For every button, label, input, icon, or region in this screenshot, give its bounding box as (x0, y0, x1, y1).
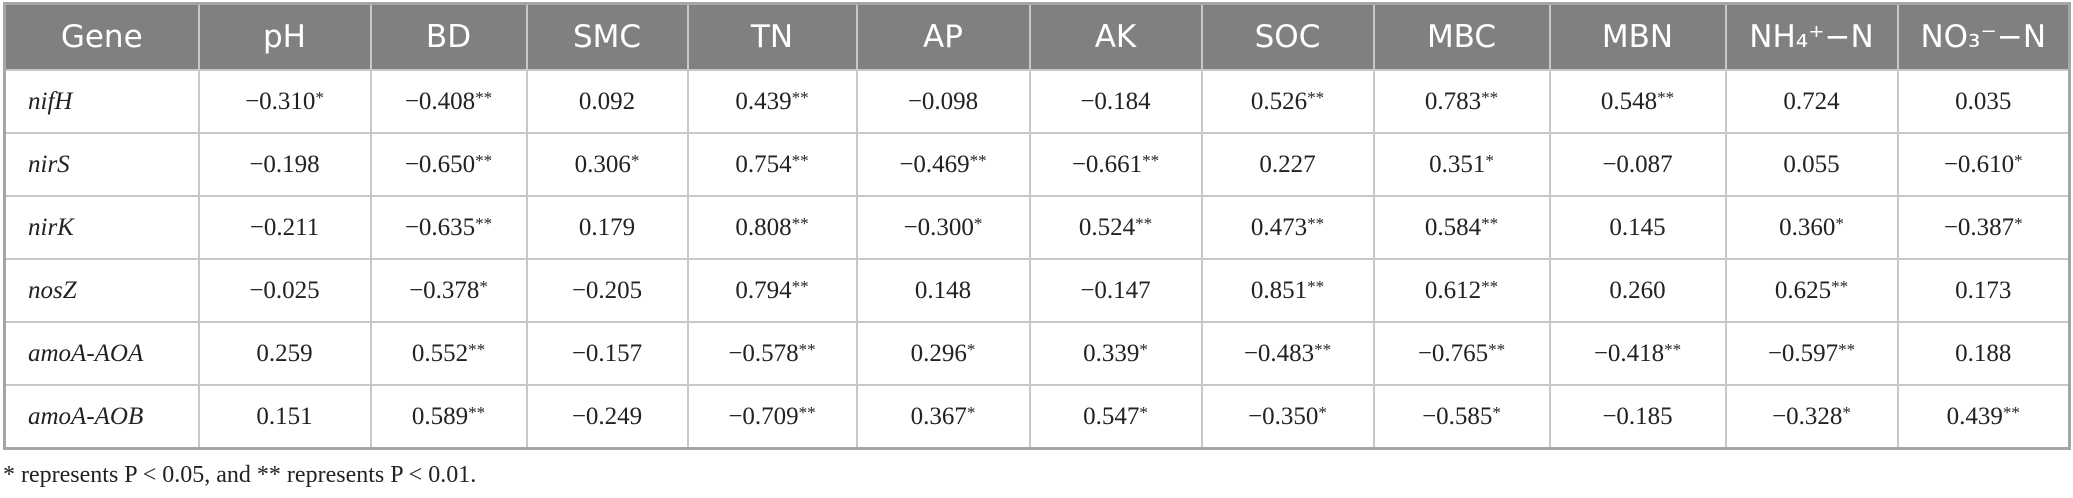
value-cell: 0.754** (686, 132, 858, 197)
header-row: Gene pH BD SMC TN AP AK SOC MBC MBN NH₄⁺−N NO₃⁻−N (4, 3, 2070, 70)
value-cell: −0.650** (369, 132, 528, 197)
header-cell: NH₄⁺−N (1724, 3, 1898, 70)
value-cell: 0.339* (1028, 321, 1203, 386)
header-cell: MBC (1372, 3, 1550, 70)
value-cell: 0.589** (369, 384, 528, 450)
gene-cell: nirK (3, 195, 200, 260)
value-cell: −0.418** (1548, 321, 1727, 386)
value-cell: −0.387* (1896, 195, 2071, 260)
header-cell: NO₃⁻−N (1896, 3, 2070, 70)
value-cell: 0.145 (1548, 195, 1727, 260)
table-row: amoA-AOA 0.259 0.552** −0.157 −0.578** 0.296*… (3, 321, 2071, 386)
value-cell: −0.300* (855, 195, 1031, 260)
value-cell: 0.524** (1028, 195, 1203, 260)
gene-cell: nirS (3, 132, 200, 197)
header-cell: MBN (1548, 3, 1726, 70)
value-cell: 0.794** (686, 258, 858, 323)
value-cell: 0.360* (1724, 195, 1899, 260)
table-row: nifH −0.310* −0.408** 0.092 0.439** −0.098 −0.… (3, 69, 2071, 134)
value-cell: −0.147 (1028, 258, 1203, 323)
value-cell: −0.610* (1896, 132, 2071, 197)
value-cell: 0.584** (1372, 195, 1551, 260)
header-cell: AK (1028, 3, 1202, 70)
value-cell: 0.526** (1200, 69, 1375, 134)
value-cell: 0.808** (686, 195, 858, 260)
value-cell: 0.055 (1724, 132, 1899, 197)
correlation-table: Gene pH BD SMC TN AP AK SOC MBC MBN NH₄⁺−N NO₃⁻−N n… (3, 2, 2071, 450)
value-cell: 0.151 (197, 384, 372, 450)
footnote: * represents P < 0.05, and ** represents… (3, 462, 477, 488)
value-cell: 0.367* (855, 384, 1031, 450)
table-body: nifH −0.310* −0.408** 0.092 0.439** −0.098 −0.… (3, 69, 2071, 450)
value-cell: −0.185 (1548, 384, 1727, 450)
value-cell: 0.227 (1200, 132, 1375, 197)
value-cell: −0.578** (686, 321, 858, 386)
table-row: nosZ −0.025 −0.378* −0.205 0.794** 0.148 −0.14… (3, 258, 2071, 323)
value-cell: 0.851** (1200, 258, 1375, 323)
value-cell: −0.211 (197, 195, 372, 260)
table-wrap: Gene pH BD SMC TN AP AK SOC MBC MBN NH₄⁺−N NO₃⁻−N n… (3, 2, 2071, 450)
value-cell: −0.709** (686, 384, 858, 450)
value-cell: −0.310* (197, 69, 372, 134)
value-cell: 0.548** (1548, 69, 1727, 134)
value-cell: −0.205 (525, 258, 689, 323)
gene-cell: nosZ (3, 258, 200, 323)
value-cell: −0.585* (1372, 384, 1551, 450)
value-cell: −0.249 (525, 384, 689, 450)
table-row: nirK −0.211 −0.635** 0.179 0.808** −0.300* 0.5… (3, 195, 2071, 260)
value-cell: 0.612** (1372, 258, 1551, 323)
value-cell: −0.184 (1028, 69, 1203, 134)
header-cell: pH (197, 3, 371, 70)
value-cell: 0.439** (1896, 384, 2071, 450)
value-cell: −0.597** (1724, 321, 1899, 386)
value-cell: −0.098 (855, 69, 1031, 134)
value-cell: −0.408** (369, 69, 528, 134)
value-cell: 0.351* (1372, 132, 1551, 197)
header-cell: Gene (4, 3, 199, 70)
value-cell: −0.765** (1372, 321, 1551, 386)
value-cell: 0.179 (525, 195, 689, 260)
value-cell: −0.198 (197, 132, 372, 197)
value-cell: 0.724 (1724, 69, 1899, 134)
value-cell: −0.025 (197, 258, 372, 323)
table-row: nirS −0.198 −0.650** 0.306* 0.754** −0.469** −… (3, 132, 2071, 197)
value-cell: 0.783** (1372, 69, 1551, 134)
value-cell: 0.552** (369, 321, 528, 386)
header-cell: SOC (1200, 3, 1374, 70)
table-row: amoA-AOB 0.151 0.589** −0.249 −0.709** 0.367*… (3, 384, 2071, 450)
value-cell: 0.306* (525, 132, 689, 197)
value-cell: 0.260 (1548, 258, 1727, 323)
gene-cell: nifH (3, 69, 200, 134)
value-cell: 0.547* (1028, 384, 1203, 450)
value-cell: 0.296* (855, 321, 1031, 386)
value-cell: 0.625** (1724, 258, 1899, 323)
value-cell: −0.469** (855, 132, 1031, 197)
value-cell: −0.087 (1548, 132, 1727, 197)
value-cell: −0.483** (1200, 321, 1375, 386)
gene-cell: amoA-AOA (3, 321, 200, 386)
value-cell: 0.173 (1896, 258, 2071, 323)
value-cell: −0.661** (1028, 132, 1203, 197)
value-cell: 0.035 (1896, 69, 2071, 134)
value-cell: 0.439** (686, 69, 858, 134)
value-cell: −0.635** (369, 195, 528, 260)
header-cell: SMC (525, 3, 688, 70)
value-cell: 0.473** (1200, 195, 1375, 260)
value-cell: 0.148 (855, 258, 1031, 323)
header-cell: BD (369, 3, 527, 70)
value-cell: −0.157 (525, 321, 689, 386)
value-cell: −0.328* (1724, 384, 1899, 450)
header-cell: AP (855, 3, 1030, 70)
value-cell: −0.378* (369, 258, 528, 323)
value-cell: 0.092 (525, 69, 689, 134)
value-cell: 0.259 (197, 321, 372, 386)
gene-cell: amoA-AOB (3, 384, 200, 450)
value-cell: 0.188 (1896, 321, 2071, 386)
header-cell: TN (686, 3, 857, 70)
value-cell: −0.350* (1200, 384, 1375, 450)
